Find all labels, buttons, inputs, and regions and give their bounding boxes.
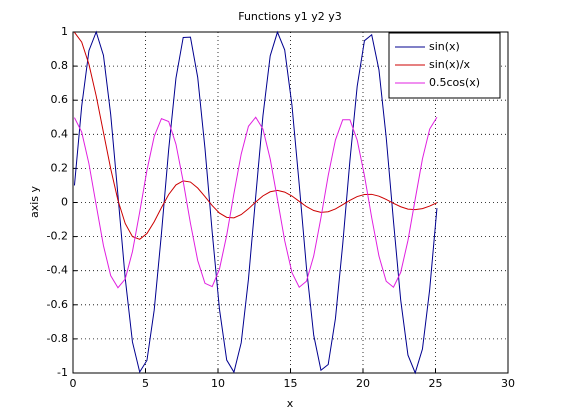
y-tick-label: 0.2 bbox=[51, 161, 69, 174]
y-axis-label: axis y bbox=[28, 185, 41, 218]
y-tick-label: 0.4 bbox=[51, 127, 69, 140]
y-tick-label: 0.8 bbox=[51, 59, 69, 72]
x-tick-label: 0 bbox=[70, 377, 77, 390]
chart-title: Functions y1 y2 y3 bbox=[238, 10, 342, 23]
y-tick-label: -0.4 bbox=[47, 264, 68, 277]
y-tick-label: -1 bbox=[57, 366, 68, 379]
y-tick-label: -0.8 bbox=[47, 332, 68, 345]
x-tick-label: 5 bbox=[142, 377, 149, 390]
axes-frame bbox=[72, 31, 509, 374]
legend-label: 0.5cos(x) bbox=[429, 76, 480, 89]
x-tick-label: 20 bbox=[356, 377, 370, 390]
legend: sin(x) sin(x)/x 0.5cos(x) bbox=[388, 32, 501, 99]
y-tick-label: -0.6 bbox=[47, 298, 68, 311]
x-tick-label: 30 bbox=[501, 377, 515, 390]
x-axis-label: x bbox=[287, 397, 294, 410]
y-tick-label: 0 bbox=[61, 196, 68, 209]
y-tick-label: -0.2 bbox=[47, 230, 68, 243]
series-line bbox=[73, 30, 438, 375]
legend-label: sin(x) bbox=[429, 40, 460, 53]
x-tick-label: 10 bbox=[211, 377, 225, 390]
series-line bbox=[74, 116, 438, 289]
y-tick-label: 0.6 bbox=[51, 93, 69, 106]
x-tick-label: 25 bbox=[429, 377, 443, 390]
legend-label: sin(x)/x bbox=[429, 58, 471, 71]
y-tick-label: 1 bbox=[61, 25, 68, 38]
x-tick-label: 15 bbox=[284, 377, 298, 390]
